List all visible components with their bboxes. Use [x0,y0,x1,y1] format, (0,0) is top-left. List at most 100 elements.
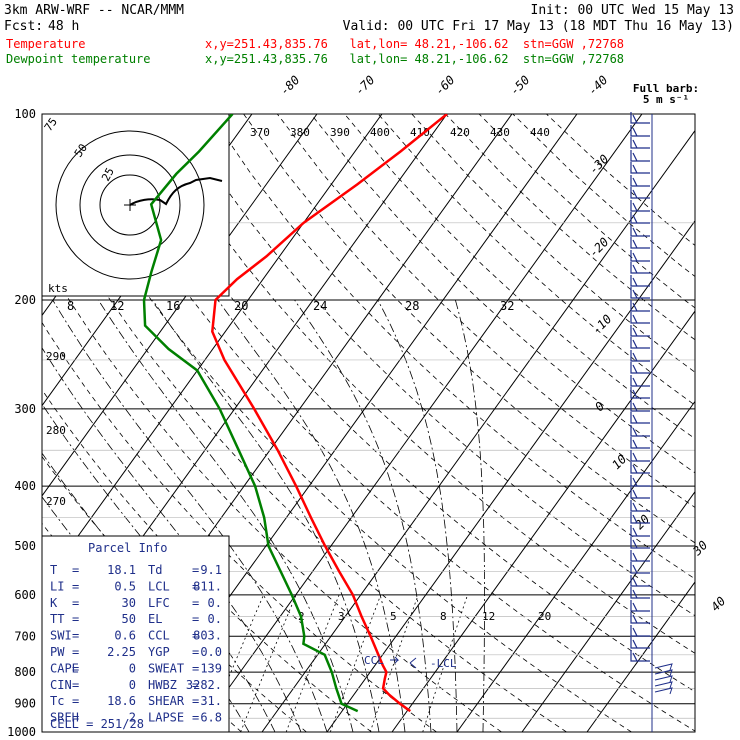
wind-barb [630,375,650,387]
wind-barbs [630,112,673,732]
dry-adiabat [142,114,695,654]
hodograph-ring-50 [79,154,181,256]
dewpoint-legend: Dewpoint temperature [6,52,151,66]
mixing-ratio-label: 20 [538,610,551,623]
pressure-label: 100 [14,107,36,121]
parcel-v1: 30 [122,596,136,610]
parcel-l1: SREH [50,711,79,725]
theta-label: 420 [450,126,470,139]
ccl-marker: CCL [364,654,384,667]
speed-label: 32 [500,299,514,313]
wind-barb [630,625,650,637]
pressure-label: 800 [14,665,36,679]
parcel-v2: 31. [200,694,222,708]
wind-barb [630,250,650,262]
wind-barb-low [654,675,673,683]
pressure-label: 700 [14,629,36,643]
isotherm-label: -80 [277,73,302,98]
parcel-v1: 0 [129,678,136,692]
hodograph-trace [129,176,223,206]
parcel-l1: SWI [50,629,72,643]
parcel-l1: LI [50,579,64,593]
wind-barb [630,225,650,237]
temperature-profile [211,114,448,713]
parcel-cell: CELL = 251/28 [50,717,144,731]
parcel-v2: 0. [208,612,222,626]
parcel-equals: = [72,596,79,610]
wind-barb [630,500,650,512]
mixing-ratio-label: 12 [482,610,495,623]
wind-barb [630,512,650,524]
wind-barb [630,575,650,587]
sounding-profiles [142,114,448,713]
isotherm-label: -20 [586,235,611,260]
init-time: Init: 00 UTC Wed 15 May 13 [531,3,735,18]
isotherm-label: 0 [592,399,607,414]
moist-adiabat [97,299,354,732]
parcel-equals: = [192,645,199,659]
dry-adiabat [445,114,695,341]
parcel-equals: = [72,711,79,725]
parcel-l2: LFC [148,596,170,610]
parcel-l2: EL [148,612,162,626]
hodograph-ring-25 [99,174,161,236]
wind-barb [630,562,650,574]
parcel-v1: 18.6 [107,694,136,708]
wind-barb [630,112,650,124]
wind-barb [630,137,650,149]
wind-barb [630,537,650,549]
isotherm-line [521,490,695,732]
ccl-arrow [390,656,400,664]
wind-barb [630,650,650,662]
parcel-v1: 2 [129,711,136,725]
dry-adiabat [411,114,695,373]
parcel-equals: = [192,629,199,643]
wind-barb [630,300,650,312]
isotherm-label: 40 [708,594,728,614]
theta-side-label: 290 [46,350,66,363]
wind-barb-low [654,663,673,671]
dry-adiabat [344,114,695,440]
wind-barb [630,125,650,137]
mixing-ratio-label: 8 [440,610,447,623]
wind-barb [630,550,650,562]
isotherm-line [391,310,695,732]
parcel-v1: 18.1 [107,563,136,577]
dry-adiabat [310,114,695,474]
wind-barb [630,237,650,249]
hodograph: 25 50 75 kts [41,113,230,297]
parcel-equals: = [72,661,79,675]
dewpoint-station-info: x,y=251.43,835.76 lat,lon= 48.21,-106.62… [205,52,624,66]
pressure-label: 600 [14,588,36,602]
parcel-l2: LCL [148,579,170,593]
mixing-ratio-line [369,594,419,732]
isotherm-label: 20 [632,512,652,532]
parcel-equals: = [192,596,199,610]
level-markers: -LCL CCL [364,654,457,670]
mixing-ratio-line [329,594,382,732]
wind-barb [630,212,650,224]
wind-barb [630,200,650,212]
wind-barb [630,487,650,499]
moist-adiabat [294,299,432,732]
parcel-equals: = [192,579,199,593]
wind-barb-low [654,687,673,695]
parcel-v1: 2.25 [107,645,136,659]
wind-barb [630,262,650,274]
parcel-equals: = [192,694,199,708]
wind-barb [630,412,650,424]
isotherm-label: -60 [432,73,457,98]
parcel-l2: SWEAT [148,661,184,675]
wind-barb [630,337,650,349]
parcel-l2: SHEAR [148,694,185,708]
pressure-label: 400 [14,479,36,493]
parcel-info-panel: Parcel Info CELL = 251/28 T = 18.1 Td = 9.1LI… [41,535,230,733]
isotherm-line [42,114,383,588]
isotherm-label: -70 [352,73,377,98]
dry-adiabat [478,114,695,309]
dry-adiabat [377,114,695,406]
forecast-hour: 48 h [48,19,79,34]
temperature-legend: Temperature [6,37,85,51]
